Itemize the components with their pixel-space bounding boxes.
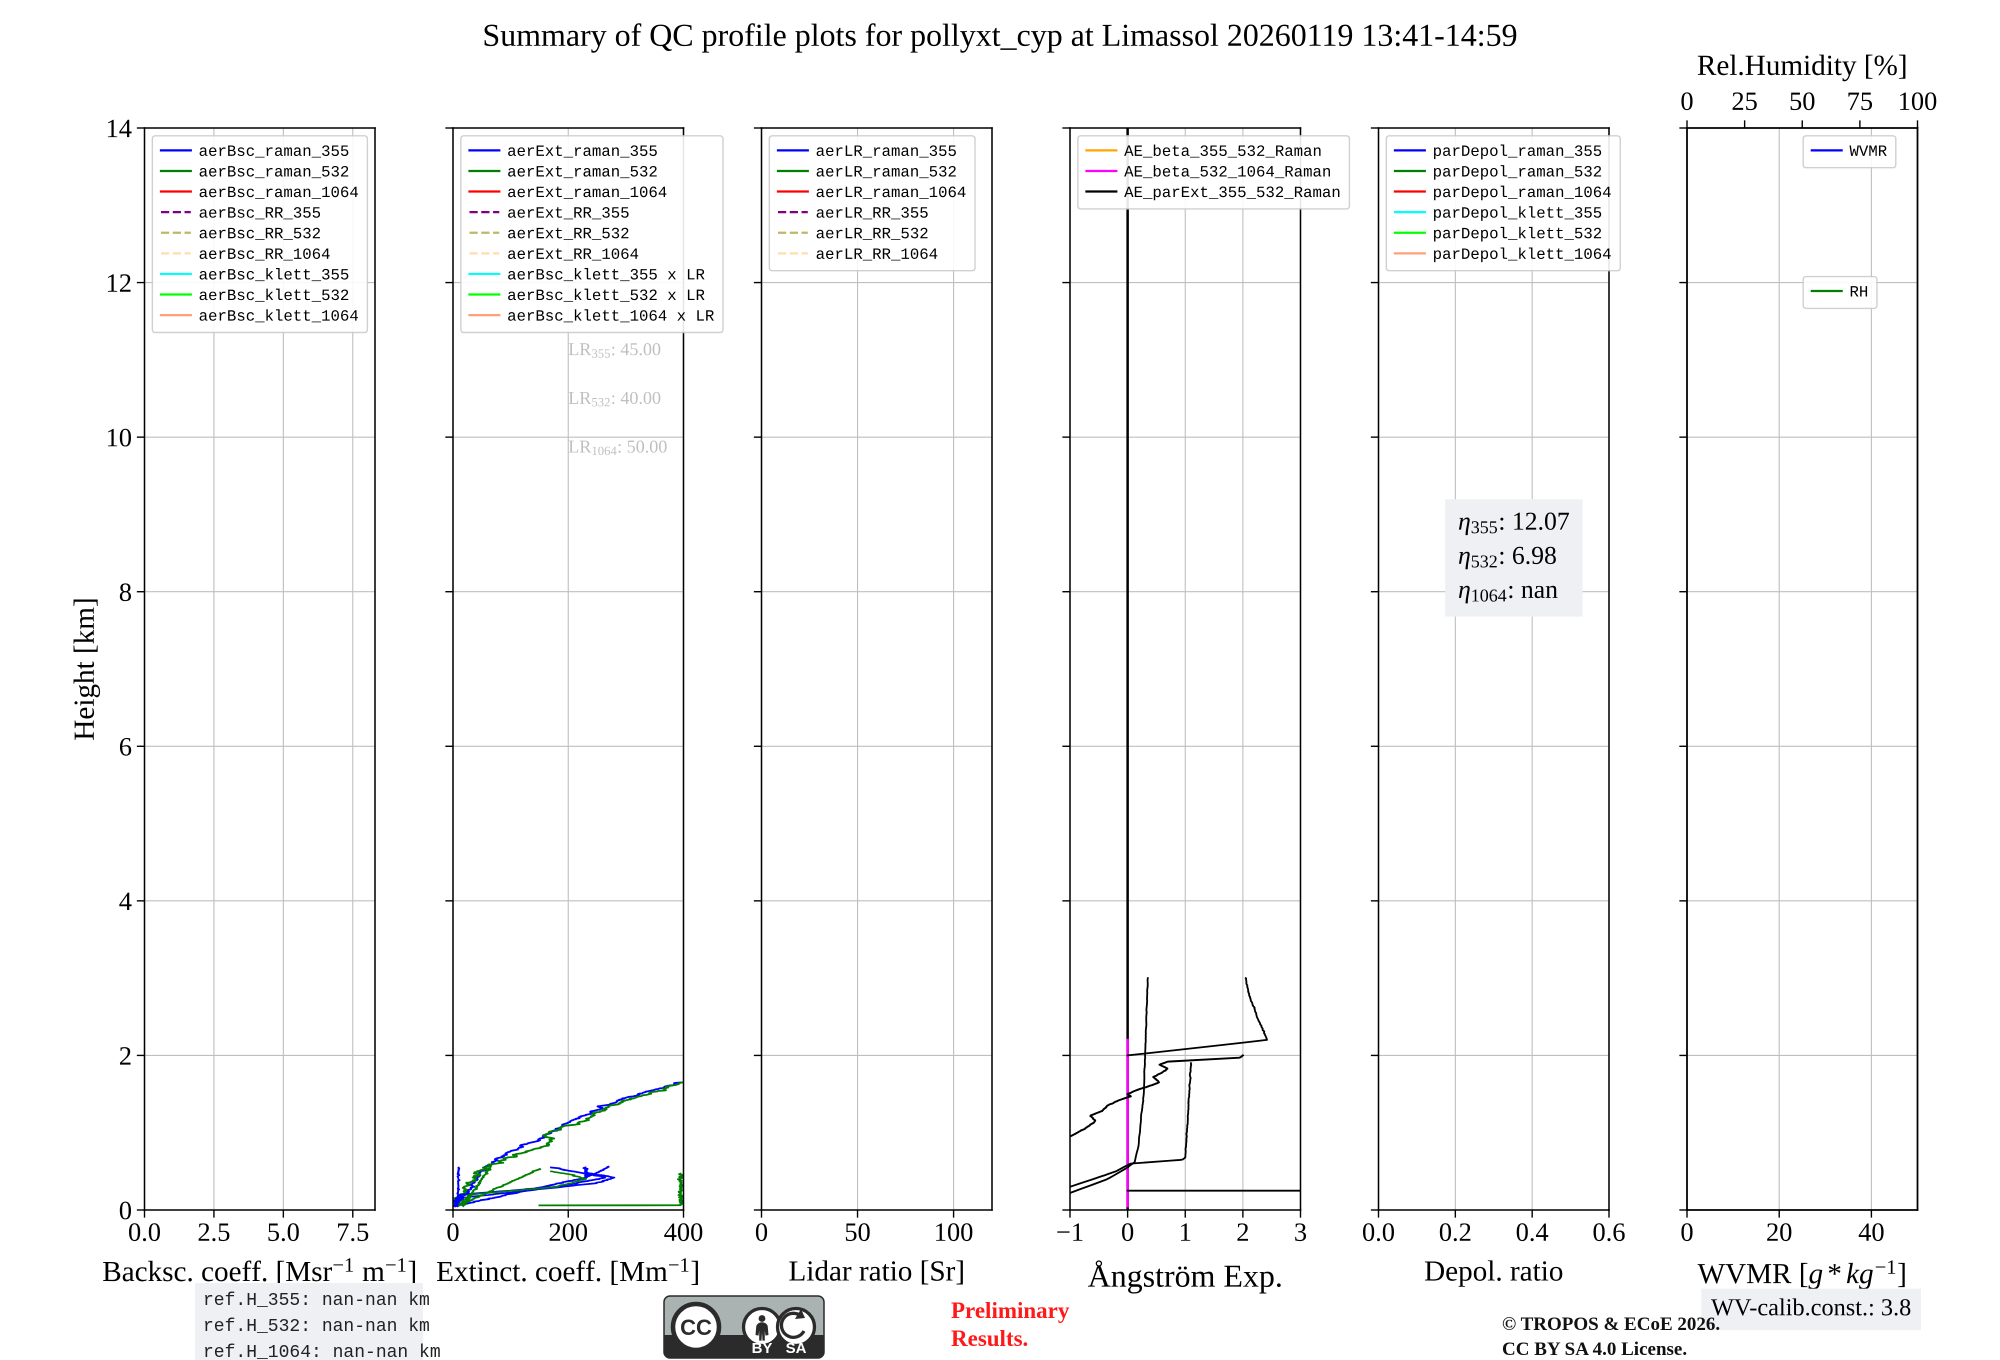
svg-text:CC: CC: [680, 1315, 712, 1340]
svg-text:SA: SA: [786, 1340, 807, 1357]
svg-text:BY: BY: [752, 1340, 773, 1357]
